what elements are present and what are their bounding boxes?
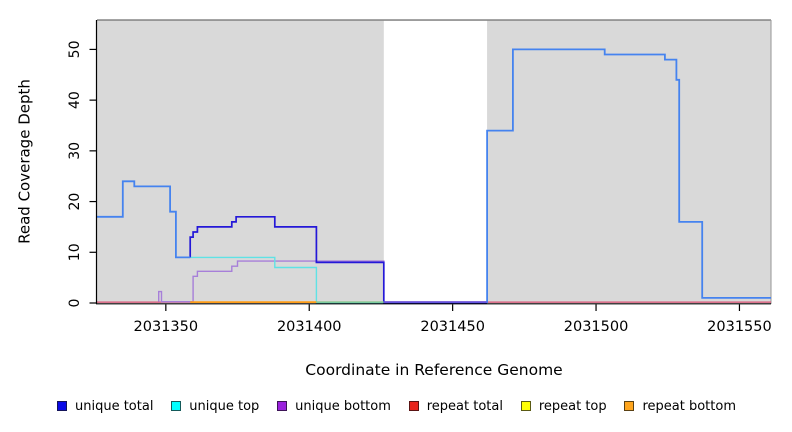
legend: unique total unique top unique bottom repea…: [57, 396, 736, 416]
legend-swatch-icon: [408, 401, 419, 411]
legend-swatch-icon: [171, 401, 182, 411]
series-line-1: [157, 260, 488, 303]
x-tick-label: 2031350: [134, 319, 199, 335]
coverage-gap-region: [383, 20, 488, 304]
legend-swatch-icon: [277, 401, 288, 411]
y-tick-label: 30: [67, 142, 83, 160]
legend-item-unique-bottom: unique bottom: [277, 399, 391, 414]
x-tick-label: 2031400: [277, 319, 342, 335]
legend-label: repeat total: [426, 398, 503, 414]
y-tick-label: 50: [67, 41, 83, 59]
legend-item-unique-total: unique total: [57, 399, 153, 414]
legend-item-repeat-top: repeat top: [520, 398, 607, 414]
x-tick-label: 2031550: [707, 319, 772, 335]
legend-label: repeat bottom: [642, 398, 736, 414]
series-line-4: [97, 180, 191, 259]
series-line-5: [486, 48, 771, 303]
y-tick-label: 0: [67, 299, 83, 308]
y-tick-label: 20: [67, 193, 83, 211]
y-axis-label: Read Coverage Depth: [15, 79, 34, 244]
x-tick-label: 2031500: [564, 319, 629, 335]
legend-label: unique top: [189, 398, 260, 414]
legend-swatch-icon: [624, 401, 635, 411]
legend-swatch-icon: [57, 401, 67, 411]
legend-item-repeat-total: repeat total: [408, 398, 503, 414]
legend-label: unique total: [75, 398, 154, 414]
legend-label: repeat top: [538, 398, 607, 414]
y-tick-label: 10: [67, 243, 83, 261]
x-tick-label: 2031450: [420, 319, 485, 335]
series-line-3: [189, 215, 488, 304]
legend-item-repeat-bottom: repeat bottom: [624, 399, 736, 414]
series-line-2: [190, 256, 384, 304]
legend-label: unique bottom: [295, 398, 391, 414]
legend-item-unique-top: unique top: [171, 399, 259, 414]
legend-swatch-icon: [520, 401, 531, 411]
x-axis-label: Coordinate in Reference Genome: [305, 361, 563, 379]
y-tick-label: 40: [67, 91, 83, 109]
